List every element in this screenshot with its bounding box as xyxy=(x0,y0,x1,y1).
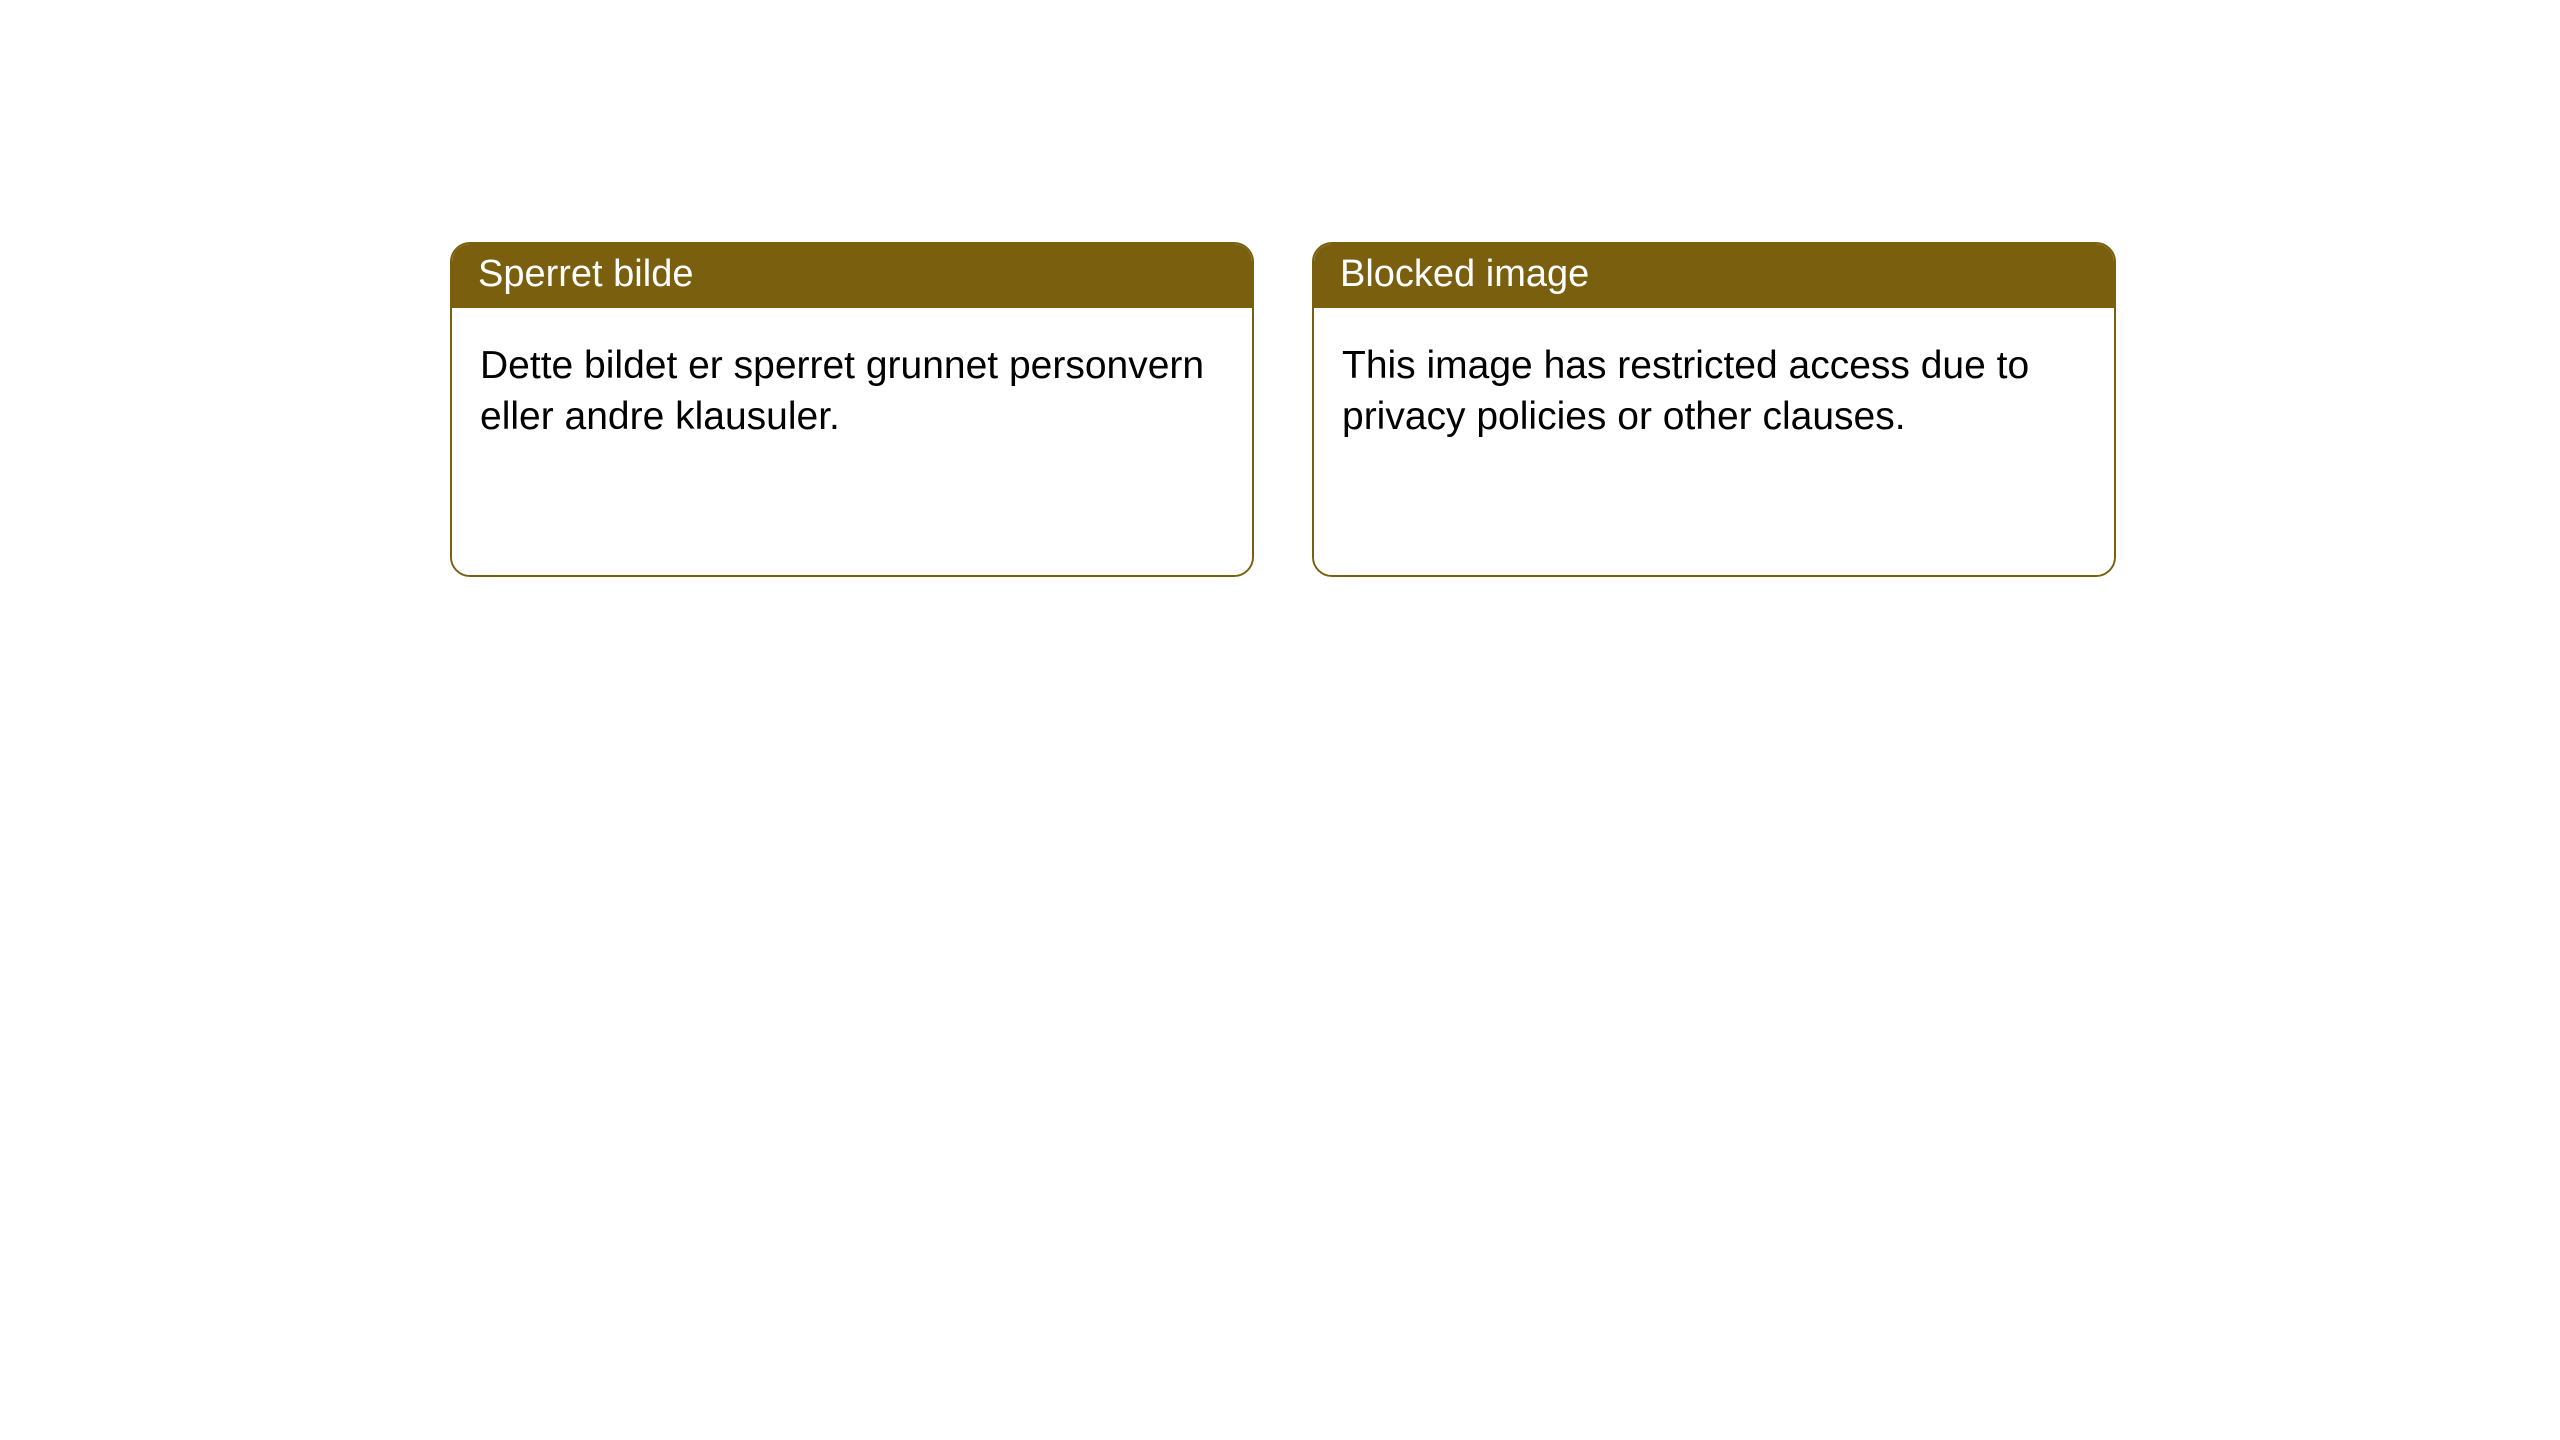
notice-card-english: Blocked image This image has restricted … xyxy=(1312,242,2116,577)
card-body: Dette bildet er sperret grunnet personve… xyxy=(452,308,1252,575)
card-title: Sperret bilde xyxy=(478,253,693,295)
notice-card-norwegian: Sperret bilde Dette bildet er sperret gr… xyxy=(450,242,1254,577)
cards-container: Sperret bilde Dette bildet er sperret gr… xyxy=(450,242,2116,577)
card-header: Sperret bilde xyxy=(452,244,1252,308)
card-header: Blocked image xyxy=(1314,244,2114,308)
card-body: This image has restricted access due to … xyxy=(1314,308,2114,575)
card-body-text: Dette bildet er sperret grunnet personve… xyxy=(480,344,1204,438)
card-title: Blocked image xyxy=(1340,253,1589,295)
card-body-text: This image has restricted access due to … xyxy=(1342,344,2029,438)
